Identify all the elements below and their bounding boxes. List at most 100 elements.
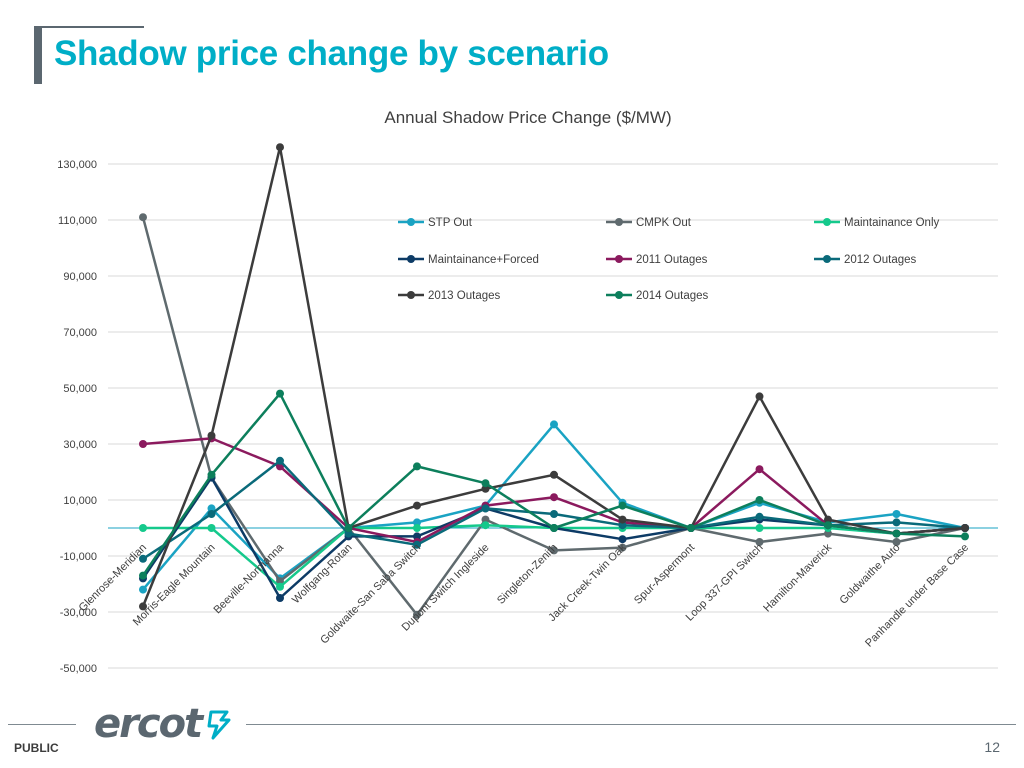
y-axis-tick-labels: 130,000 110,000 90,000 70,000 50,000 30,000 10… [57,159,97,675]
legend-swatch-marker [407,218,415,226]
y-tick-label: 10,000 [63,495,97,507]
legend-swatch-marker [615,218,623,226]
data-point [481,504,490,513]
ercot-logo-wordmark: ercot [94,701,203,747]
data-point [413,501,421,510]
y-tick-label: 30,000 [63,439,97,451]
legend-entry: Maintainance Only [814,217,939,229]
data-point [755,496,764,504]
data-point [481,515,490,524]
x-tick-label: Spur-Aspermont [632,542,697,607]
data-point [139,602,147,611]
legend-entry: STP Out [398,217,473,229]
data-point [755,538,764,546]
data-point [550,493,558,502]
data-point [139,524,147,532]
legend-entry: Maintainance+Forced [398,254,539,266]
data-point [413,524,421,532]
legend-label: 2014 Outages [636,290,709,302]
legend-entry: CMPK Out [606,217,692,229]
data-point [892,538,901,546]
ercot-logo: ercot [94,700,231,744]
data-point [618,521,627,530]
legend-label: Maintainance Only [844,217,939,229]
data-point [276,389,284,398]
legend-entry: 2012 Outages [814,254,917,266]
data-point [139,571,147,580]
y-tick-label: 110,000 [58,215,97,227]
y-tick-label: 50,000 [63,383,97,395]
legend-label: CMPK Out [636,217,692,229]
x-tick-label: Hamilton-Maverick [761,541,834,614]
data-point [344,524,353,532]
data-point [481,521,490,530]
y-tick-label: 70,000 [63,327,97,339]
x-tick-label: Goldwaithe Auto [837,542,902,607]
x-tick-label: Beeville-Normanna [211,541,286,616]
y-tick-label: 90,000 [63,271,97,283]
data-point [481,484,490,493]
data-point [276,456,284,465]
legend-swatch-marker [823,255,831,263]
legend-swatch-marker [615,291,623,299]
series-line [141,145,966,607]
legend-entry: 2011 Outages [606,254,708,266]
data-point [413,532,421,541]
data-point [207,504,216,513]
y-tick-label: -10,000 [60,551,97,563]
x-tick-label: Loop 337-GPI Switch [684,542,766,624]
data-point [550,510,558,518]
data-point [276,577,284,586]
title-accent-bar [34,26,42,84]
data-point [413,540,421,549]
series-2014-outages [139,389,969,580]
data-point [618,515,627,524]
data-point [892,518,901,527]
data-point [344,529,353,538]
data-point [892,529,901,538]
data-point [207,524,216,532]
title-accent-rule [42,26,144,28]
legend-label: 2013 Outages [428,290,501,302]
series-2013-outages [139,143,969,611]
data-point [824,521,832,530]
footer-divider-right [246,724,1016,725]
legend-swatch-marker [407,255,415,263]
legend-label: Maintainance+Forced [428,254,539,266]
data-point [139,213,147,222]
lightning-bolt-icon [207,710,231,740]
data-point [618,501,627,510]
data-point [550,546,558,555]
data-point [276,582,284,591]
data-point [413,518,421,527]
legend-swatch-marker [407,291,415,299]
data-point [413,462,421,471]
data-point [755,392,764,401]
legend-entry: 2014 Outages [606,290,709,302]
data-point [755,524,764,532]
data-point [755,465,764,474]
footer-divider-left [8,724,76,725]
data-point [961,532,969,541]
data-point [824,529,832,538]
data-point [481,479,490,488]
data-point [413,610,421,619]
classification-label: PUBLIC [14,741,59,755]
chart-series [139,143,969,619]
data-point [276,143,284,152]
data-point [207,470,216,479]
data-point [139,585,147,594]
data-point [207,431,216,440]
legend-label: 2011 Outages [636,254,708,266]
chart-title: Annual Shadow Price Change ($/MW) [384,108,671,127]
y-tick-label: -50,000 [60,663,97,675]
page-number: 12 [984,739,1000,755]
x-tick-label: Singleton-Zenith [495,542,560,607]
data-point [892,510,901,518]
data-point [961,524,969,532]
data-point [550,470,558,479]
data-point [550,420,558,429]
data-point [824,515,832,524]
data-point [687,524,695,532]
legend-swatch-marker [823,218,831,226]
